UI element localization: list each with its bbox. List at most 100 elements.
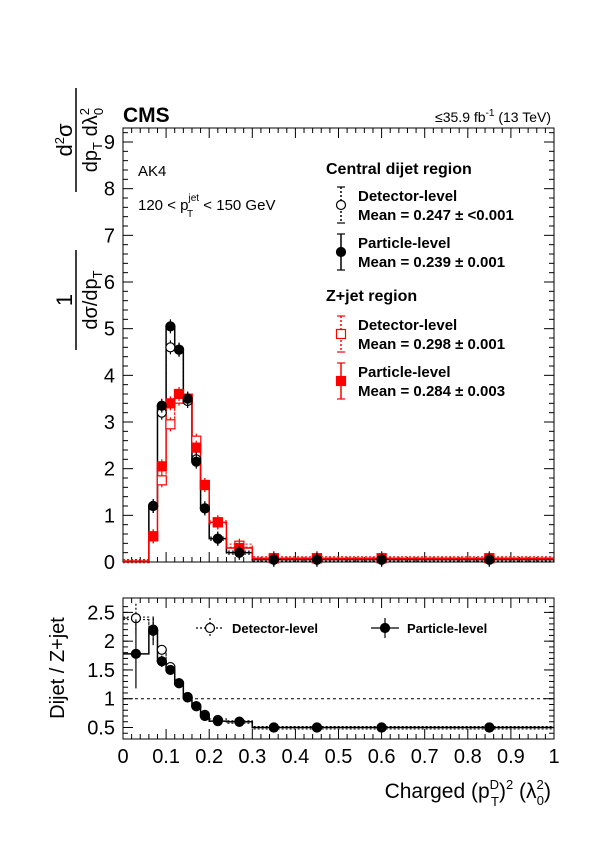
lumi-value: ≤35.9 fb (435, 109, 486, 125)
ratio-point-0 (156, 644, 167, 655)
legend-entry-4-name: Particle-level (358, 364, 451, 381)
y-tick-label: 8 (104, 179, 115, 201)
bottom-frame (122, 597, 555, 740)
data-point-1 (191, 456, 202, 467)
top-legend-markers (335, 186, 347, 400)
data-point-1 (182, 393, 193, 404)
bottom-histograms (123, 616, 554, 730)
x-tick-label: 0.6 (368, 746, 396, 768)
legend-marker (379, 622, 391, 634)
legend-marker (335, 199, 347, 211)
x-tick-label: 0.8 (454, 746, 482, 768)
hist-line-2 (123, 396, 554, 561)
data-point-0 (165, 342, 176, 353)
data-point-3 (191, 442, 202, 453)
ratio-point-1 (484, 722, 495, 733)
y-tick-label: 4 (104, 365, 115, 387)
ratio-point-1 (148, 625, 159, 636)
lumi-label: ≤35.9 fb-1 (13 TeV) (435, 108, 551, 125)
x-tick-label: 0.3 (238, 746, 266, 768)
y-tick-label: 7 (104, 225, 115, 247)
y-tick-label: 2 (104, 631, 115, 653)
x-tick-label: 0 (117, 746, 128, 768)
data-point-1 (234, 547, 245, 558)
top-y-axis-label: 1 dσ/dpT d2σ dpT dλ20 (52, 88, 106, 350)
data-point-1 (376, 554, 387, 565)
energy-label: (13 TeV) (494, 109, 551, 125)
legend-entry-1-name: Detector-level (358, 188, 457, 205)
ratio-point-1 (165, 664, 176, 676)
ratio-hist-0 (123, 616, 554, 727)
legend-entry-1-mean: Mean = 0.247 ± <0.001 (358, 207, 514, 224)
ylabel-frac2-den: dpT dλ20 (77, 108, 106, 172)
data-point-1 (165, 321, 176, 332)
lumi-exponent: -1 (486, 108, 495, 119)
data-point-2 (165, 419, 176, 430)
legend-entry-4-mean: Mean = 0.284 ± 0.003 (358, 383, 505, 400)
legend-marker (335, 246, 347, 258)
cms-label: CMS (123, 104, 170, 127)
y-tick-label: 2 (104, 459, 115, 481)
bottom-legend-markers (196, 618, 399, 638)
pt-range-label: 120 < pjet T < 150 GeV (138, 193, 275, 220)
data-point-2 (156, 475, 167, 486)
data-point-1 (268, 554, 279, 565)
ratio-point-1 (212, 716, 223, 727)
y-tick-label: 6 (104, 272, 115, 294)
ratio-hist-1 (123, 630, 554, 729)
ratio-point-1 (182, 692, 193, 703)
legend-zjet-title: Z+jet region (326, 288, 417, 305)
ratio-point-1 (199, 710, 210, 722)
y-tick-label: 2.5 (87, 602, 115, 624)
y-tick-label: 5 (104, 319, 115, 341)
legend-dijet-title: Central dijet region (326, 161, 472, 178)
data-point-3 (165, 398, 176, 409)
legend-marker (204, 622, 216, 634)
data-point-3 (148, 531, 159, 542)
data-point-1 (148, 500, 159, 512)
data-point-1 (484, 554, 495, 565)
legend-entry-3-name: Detector-level (358, 317, 457, 334)
data-point-1 (156, 400, 167, 411)
y-tick-label: 1 (104, 505, 115, 527)
x-tick-label: 0.5 (325, 746, 353, 768)
y-tick-label: 3 (104, 412, 115, 434)
ratio-point-1 (130, 648, 142, 659)
y-tick-label: 1 (104, 689, 115, 711)
x-tick-label: 0.4 (281, 746, 309, 768)
legend-entry-3-mean: Mean = 0.298 ± 0.001 (358, 336, 505, 353)
data-point-1 (199, 503, 210, 514)
ylabel-den: dσ/dpT (80, 270, 105, 329)
bottom-panel: 0.5 1 1.5 2 2.5 0 0.1 0.2 0.3 0.4 0.5 0.6 0.7 0.8 0.9… (47, 597, 560, 809)
ratio-point-1 (268, 722, 279, 733)
legend-entry-2-name: Particle-level (358, 235, 451, 252)
y-tick-label: 0.5 (87, 717, 115, 739)
ratio-point-1 (191, 701, 202, 712)
data-point-1 (173, 344, 185, 355)
data-point-3 (156, 461, 167, 472)
x-tick-label: 0.7 (411, 746, 439, 768)
legend-marker (335, 375, 347, 387)
x-tick-label: 0.2 (195, 746, 223, 768)
hist-band-2 (123, 399, 554, 564)
data-point-1 (311, 554, 323, 565)
ylabel-one: 1 (52, 294, 77, 306)
ratio-band-0 (123, 619, 554, 730)
legend-entry-2-mean: Mean = 0.239 ± 0.001 (358, 254, 505, 271)
data-point-3 (173, 388, 185, 400)
ylabel-frac2-num: d2σ (52, 123, 77, 156)
bottom-legend-particle: Particle-level (407, 621, 487, 636)
legend-marker (335, 328, 347, 340)
hist-line-3 (123, 393, 554, 562)
top-histograms (123, 325, 554, 564)
ratio-point-1 (234, 716, 245, 727)
ratio-point-1 (311, 722, 323, 733)
ratio-point-1 (173, 678, 185, 689)
bottom-markers (130, 603, 495, 733)
x-tick-label: 0.1 (152, 746, 180, 768)
data-point-3 (199, 479, 210, 491)
jet-algo-label: AK4 (138, 163, 166, 180)
ratio-point-1 (376, 722, 387, 733)
data-point-3 (212, 517, 223, 528)
